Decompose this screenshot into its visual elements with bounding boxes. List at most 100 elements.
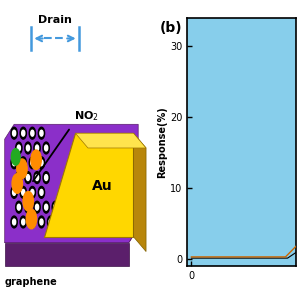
Circle shape — [45, 204, 48, 210]
Circle shape — [47, 216, 54, 228]
Circle shape — [29, 127, 36, 139]
Circle shape — [102, 216, 108, 228]
Circle shape — [11, 149, 20, 165]
Circle shape — [131, 219, 134, 225]
Text: (b): (b) — [160, 21, 183, 35]
Circle shape — [99, 204, 102, 210]
Circle shape — [38, 216, 45, 228]
Circle shape — [25, 201, 31, 213]
Circle shape — [43, 172, 49, 184]
Circle shape — [31, 160, 34, 166]
Circle shape — [13, 219, 16, 225]
Circle shape — [29, 186, 36, 198]
Y-axis label: Response(%): Response(%) — [157, 106, 167, 178]
Circle shape — [31, 150, 41, 170]
Circle shape — [20, 216, 26, 228]
Circle shape — [17, 145, 21, 151]
Circle shape — [81, 204, 84, 210]
Circle shape — [17, 159, 27, 178]
Polygon shape — [133, 133, 146, 252]
Circle shape — [116, 201, 122, 213]
Circle shape — [11, 186, 17, 198]
Circle shape — [75, 216, 81, 228]
Circle shape — [49, 219, 52, 225]
Circle shape — [20, 127, 26, 139]
Circle shape — [111, 216, 117, 228]
Circle shape — [122, 219, 125, 225]
Circle shape — [45, 175, 48, 181]
Circle shape — [117, 204, 120, 210]
Text: graphene: graphene — [5, 277, 57, 287]
Circle shape — [25, 142, 31, 154]
Circle shape — [25, 172, 31, 184]
Circle shape — [40, 219, 43, 225]
Polygon shape — [44, 133, 133, 237]
Circle shape — [113, 219, 116, 225]
Circle shape — [38, 127, 45, 139]
Circle shape — [40, 160, 43, 166]
Circle shape — [108, 204, 111, 210]
Circle shape — [20, 186, 26, 198]
Circle shape — [67, 219, 70, 225]
Circle shape — [40, 189, 43, 195]
Circle shape — [22, 189, 25, 195]
Circle shape — [88, 201, 95, 213]
Circle shape — [61, 201, 68, 213]
Polygon shape — [5, 124, 138, 243]
Circle shape — [16, 172, 22, 184]
Circle shape — [16, 142, 22, 154]
Circle shape — [17, 204, 21, 210]
Circle shape — [107, 201, 113, 213]
Circle shape — [22, 219, 25, 225]
Circle shape — [34, 201, 40, 213]
Circle shape — [23, 191, 34, 211]
Circle shape — [22, 160, 25, 166]
Circle shape — [90, 204, 93, 210]
Circle shape — [11, 127, 17, 139]
Circle shape — [29, 216, 36, 228]
Polygon shape — [5, 243, 129, 266]
Circle shape — [98, 201, 104, 213]
Circle shape — [54, 204, 57, 210]
Circle shape — [38, 186, 45, 198]
Circle shape — [13, 189, 16, 195]
Circle shape — [66, 216, 72, 228]
Circle shape — [104, 219, 107, 225]
Circle shape — [22, 130, 25, 136]
Circle shape — [63, 204, 66, 210]
Circle shape — [79, 201, 86, 213]
Circle shape — [38, 157, 45, 169]
Circle shape — [127, 204, 130, 210]
Circle shape — [13, 160, 16, 166]
Circle shape — [20, 157, 26, 169]
Circle shape — [36, 204, 39, 210]
Circle shape — [52, 201, 58, 213]
Polygon shape — [76, 133, 146, 148]
Circle shape — [43, 201, 49, 213]
Circle shape — [45, 145, 48, 151]
Circle shape — [13, 130, 16, 136]
Circle shape — [11, 216, 17, 228]
Circle shape — [93, 216, 99, 228]
Circle shape — [34, 172, 40, 184]
Circle shape — [12, 174, 22, 193]
Text: NO$_2$: NO$_2$ — [74, 109, 99, 123]
Circle shape — [85, 219, 88, 225]
Circle shape — [125, 201, 131, 213]
Circle shape — [70, 201, 77, 213]
Circle shape — [95, 219, 98, 225]
Circle shape — [129, 216, 136, 228]
Text: Drain: Drain — [38, 15, 72, 25]
Circle shape — [26, 175, 30, 181]
Circle shape — [26, 209, 37, 229]
Circle shape — [11, 157, 17, 169]
Circle shape — [43, 142, 49, 154]
Circle shape — [72, 204, 75, 210]
Circle shape — [36, 145, 39, 151]
Circle shape — [34, 142, 40, 154]
Circle shape — [36, 175, 39, 181]
Circle shape — [40, 130, 43, 136]
Circle shape — [16, 201, 22, 213]
Circle shape — [26, 204, 30, 210]
Circle shape — [56, 216, 63, 228]
